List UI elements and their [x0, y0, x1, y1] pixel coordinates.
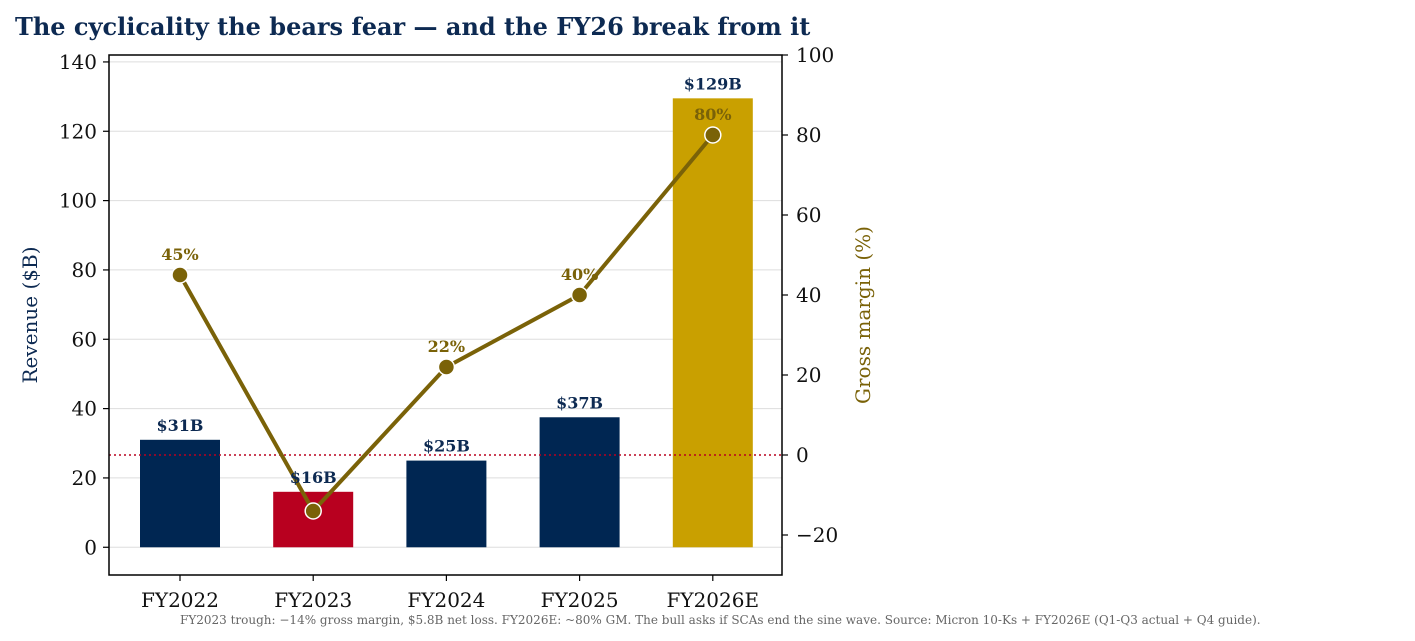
left-axis-label: Revenue ($B) [18, 246, 42, 383]
left-axis: 0 20 40 60 80 100 120 140 [59, 50, 109, 559]
footnote: FY2023 trough: −14% gross margin, $5.8B … [180, 613, 1261, 627]
left-tick-label: 40 [72, 397, 97, 421]
left-tick-label: 60 [72, 327, 97, 351]
revenue-data-label: $16B [290, 468, 337, 487]
gridlines [109, 61, 782, 548]
left-tick-label: 100 [59, 189, 97, 213]
margin-point [304, 502, 322, 520]
right-tick-label: 40 [796, 283, 821, 307]
right-tick-label: 0 [796, 443, 809, 467]
margin-point [570, 286, 589, 304]
margin-point [437, 358, 456, 376]
right-tick-label: 20 [796, 363, 821, 387]
revenue-bar [140, 439, 220, 548]
right-tick-label: 100 [796, 43, 834, 67]
right-tick-label: 60 [796, 203, 821, 227]
revenue-bars [140, 98, 753, 548]
data-labels: $31B $16B $25B $37B $129B 45% 22% 40% 80% [157, 74, 742, 486]
x-tick-label: FY2023 [274, 588, 352, 612]
x-axis: FY2022 FY2023 FY2024 FY2025 FY2026E [141, 575, 759, 612]
left-tick-label: 80 [72, 258, 97, 282]
gross-margin-line [171, 126, 722, 520]
revenue-data-label: $37B [556, 393, 603, 412]
x-tick-label: FY2025 [541, 588, 619, 612]
right-axis-label: Gross margin (%) [851, 226, 875, 404]
x-tick-label: FY2026E [667, 588, 760, 612]
margin-data-label: 45% [161, 245, 198, 264]
right-axis: −20 0 20 40 60 80 100 [782, 43, 838, 547]
right-tick-label: −20 [796, 523, 838, 547]
margin-data-label: 40% [561, 265, 598, 284]
revenue-data-label: $25B [423, 437, 470, 456]
plot-frame [108, 54, 783, 576]
left-tick-label: 0 [84, 535, 97, 559]
margin-data-label: 22% [428, 337, 465, 356]
revenue-data-label: $31B [157, 416, 204, 435]
right-tick-label: 80 [796, 123, 821, 147]
revenue-bar [672, 98, 753, 548]
chart-title: The cyclicality the bears fear — and the… [15, 12, 810, 41]
margin-point [704, 126, 722, 144]
revenue-bar [406, 460, 487, 548]
left-tick-label: 20 [72, 466, 97, 490]
margin-point [171, 266, 189, 284]
x-tick-label: FY2022 [141, 588, 219, 612]
left-tick-label: 120 [59, 119, 97, 143]
margin-data-label: 80% [694, 105, 731, 124]
revenue-bar [539, 417, 620, 548]
left-tick-label: 140 [59, 50, 97, 74]
x-tick-label: FY2024 [407, 588, 485, 612]
revenue-data-label: $129B [684, 74, 742, 93]
